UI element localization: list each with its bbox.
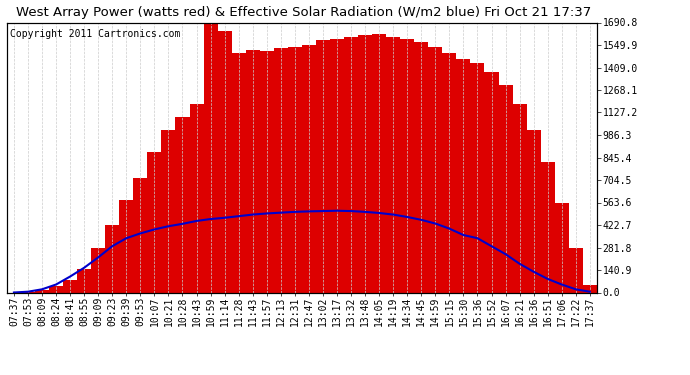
Bar: [541, 162, 555, 292]
Bar: [583, 285, 597, 292]
Bar: [288, 46, 302, 292]
Bar: [232, 53, 246, 292]
Bar: [217, 31, 232, 292]
Bar: [190, 104, 204, 292]
Bar: [513, 104, 526, 292]
Bar: [148, 152, 161, 292]
Bar: [49, 286, 63, 292]
Bar: [330, 39, 344, 292]
Bar: [386, 37, 400, 292]
Bar: [204, 22, 217, 292]
Bar: [569, 248, 583, 292]
Bar: [498, 85, 513, 292]
Bar: [77, 268, 91, 292]
Bar: [555, 203, 569, 292]
Bar: [35, 290, 49, 292]
Text: West Array Power (watts red) & Effective Solar Radiation (W/m2 blue) Fri Oct 21 : West Array Power (watts red) & Effective…: [16, 6, 591, 19]
Bar: [133, 177, 148, 292]
Bar: [106, 225, 119, 292]
Bar: [259, 51, 274, 292]
Text: Copyright 2011 Cartronics.com: Copyright 2011 Cartronics.com: [10, 29, 180, 39]
Bar: [484, 72, 498, 292]
Bar: [471, 63, 484, 292]
Bar: [372, 34, 386, 292]
Bar: [442, 53, 456, 292]
Bar: [302, 45, 316, 292]
Bar: [119, 200, 133, 292]
Bar: [161, 130, 175, 292]
Bar: [344, 37, 358, 292]
Bar: [63, 280, 77, 292]
Bar: [246, 50, 259, 292]
Bar: [316, 40, 330, 292]
Bar: [526, 130, 541, 292]
Bar: [274, 48, 288, 292]
Bar: [428, 46, 442, 292]
Bar: [400, 39, 414, 292]
Bar: [358, 35, 372, 292]
Bar: [414, 42, 428, 292]
Bar: [456, 59, 471, 292]
Bar: [175, 117, 190, 292]
Bar: [91, 248, 106, 292]
